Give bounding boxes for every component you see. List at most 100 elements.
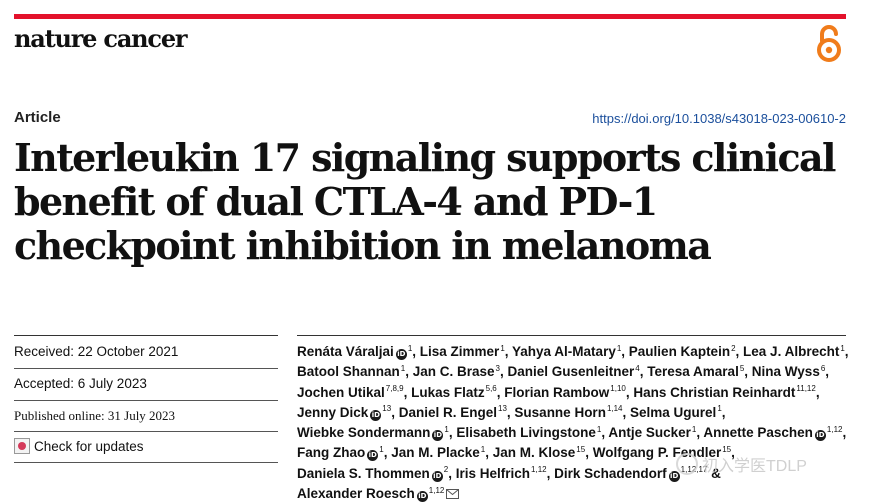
- affiliation-marker: 1: [444, 424, 449, 434]
- author-name[interactable]: Elisabeth Livingstone1: [456, 425, 601, 440]
- author-name-text: Daniel Gusenleitner: [507, 364, 635, 380]
- author-name-text: Susanne Horn: [514, 404, 606, 420]
- orcid-icon[interactable]: iD: [370, 409, 382, 421]
- author-name[interactable]: Jan M. Placke1: [391, 445, 485, 460]
- author-name-text: Lukas Flatz: [411, 384, 485, 400]
- affiliation-marker: 1: [717, 404, 722, 414]
- author-name[interactable]: Daniela S. Thommen iD2: [297, 465, 448, 482]
- author-name[interactable]: Jan M. Klose15: [493, 445, 585, 460]
- check-for-updates-button[interactable]: Check for updates: [14, 438, 144, 454]
- author-name[interactable]: Lea J. Albrecht1: [743, 344, 845, 359]
- author-name-text: Yahya Al-Matary: [512, 344, 616, 359]
- affiliation-marker: 5,6: [485, 384, 497, 394]
- author-name[interactable]: Florian Rambow1,10: [504, 385, 626, 400]
- author-name[interactable]: Lukas Flatz5,6: [411, 385, 497, 400]
- received-date: Received: 22 October 2021: [14, 344, 179, 359]
- author-name[interactable]: Susanne Horn1,14: [514, 405, 622, 420]
- author-name[interactable]: Daniel Gusenleitner4: [508, 364, 640, 379]
- affiliation-marker: 5: [739, 363, 745, 373]
- affiliation-marker: 11,12: [796, 384, 816, 394]
- author-name[interactable]: Daniel R. Engel13: [399, 405, 507, 420]
- affiliation-marker: 3: [495, 363, 500, 373]
- author-name-text: Fang Zhao: [297, 445, 366, 461]
- divider: [297, 335, 846, 336]
- author-name[interactable]: Jochen Utikal7,8,9: [297, 385, 404, 400]
- affiliation-marker: 15: [576, 444, 586, 454]
- affiliation-marker: 15: [722, 444, 732, 454]
- author-name[interactable]: Wolfgang P. Fendler15: [593, 445, 731, 460]
- author-name-text: Jochen Utikal: [297, 384, 385, 400]
- affiliation-marker: 4: [635, 363, 640, 373]
- author-name[interactable]: Antje Sucker1: [608, 425, 696, 440]
- author-name[interactable]: Jenny Dick iD13: [297, 404, 392, 421]
- journal-name[interactable]: nature cancer: [14, 24, 188, 53]
- author-name-text: Jan M. Klose: [492, 445, 576, 461]
- author-name-text: Hans Christian Reinhardt: [633, 384, 796, 400]
- author-name[interactable]: Teresa Amaral5: [647, 364, 744, 379]
- author-name[interactable]: Lisa Zimmer1: [420, 344, 505, 359]
- author-name-text: Batool Shannan: [297, 364, 400, 380]
- affiliation-marker: 1: [480, 444, 486, 454]
- affiliation-marker: 1: [691, 424, 697, 434]
- divider: [14, 400, 278, 401]
- email-icon[interactable]: [446, 489, 460, 500]
- affiliation-marker: 13: [382, 404, 392, 414]
- divider: [14, 431, 278, 432]
- open-access-lock-icon: [817, 25, 841, 62]
- journal-header-rule: [14, 14, 846, 19]
- author-name[interactable]: Wiebke Sondermann iD1: [297, 424, 449, 442]
- author-name[interactable]: Yahya Al-Matary1: [512, 344, 621, 359]
- author-name-text: Daniel R. Engel: [398, 404, 497, 420]
- author-name-text: Teresa Amaral: [647, 364, 739, 380]
- author-name-text: Annette Paschen: [703, 425, 813, 441]
- orcid-icon[interactable]: iD: [814, 430, 826, 442]
- affiliation-marker: 1: [379, 444, 384, 454]
- author-name-text: Nina Wyss: [751, 364, 820, 380]
- orcid-icon[interactable]: iD: [432, 430, 444, 442]
- affiliation-marker: 13: [498, 404, 507, 414]
- published-date: Published online: 31 July 2023: [14, 408, 176, 423]
- author-name[interactable]: Iris Helfrich1,12: [456, 466, 547, 481]
- divider: [14, 462, 278, 463]
- orcid-icon[interactable]: iD: [367, 450, 379, 462]
- affiliation-marker: 2: [731, 343, 736, 353]
- author-name-text: Jenny Dick: [297, 404, 369, 420]
- author-list: Renáta Váraljai iD1, Lisa Zimmer1, Yahya …: [297, 343, 849, 503]
- affiliation-marker: 1: [407, 343, 413, 353]
- author-name-text: Selma Ugurel: [630, 404, 717, 420]
- divider: [14, 368, 278, 369]
- author-name[interactable]: Paulien Kaptein2: [629, 344, 736, 359]
- author-name[interactable]: Hans Christian Reinhardt11,12: [633, 385, 815, 400]
- author-name-text: Daniela S. Thommen: [297, 465, 430, 481]
- author-name-text: Alexander Roesch: [297, 486, 415, 502]
- article-title: Interleukin 17 signaling supports clinic…: [14, 135, 836, 268]
- author-name[interactable]: Selma Ugurel1: [630, 405, 722, 420]
- orcid-icon[interactable]: iD: [668, 470, 680, 482]
- affiliation-marker: 1: [500, 343, 505, 353]
- orcid-icon[interactable]: iD: [395, 349, 407, 360]
- affiliation-marker: 1,12: [826, 424, 843, 434]
- author-name[interactable]: Nina Wyss6: [752, 364, 825, 379]
- author-name[interactable]: Renáta Váraljai iD1: [297, 343, 413, 360]
- author-name[interactable]: Jan C. Brase3: [413, 364, 500, 379]
- author-name-text: Iris Helfrich: [455, 465, 531, 481]
- author-name[interactable]: Batool Shannan1: [297, 364, 405, 379]
- author-name[interactable]: Annette Paschen iD1,12: [703, 424, 843, 442]
- article-type: Article: [14, 109, 61, 126]
- affiliation-marker: 1: [840, 343, 845, 353]
- affiliation-marker: 1,12: [428, 485, 445, 495]
- doi-link[interactable]: https://doi.org/10.1038/s43018-023-00610…: [592, 111, 846, 126]
- author-name[interactable]: Fang Zhao iD1: [297, 444, 384, 462]
- divider: [14, 335, 278, 336]
- affiliation-marker: 1,10: [610, 384, 626, 394]
- check-for-updates-label: Check for updates: [34, 438, 144, 454]
- author-name[interactable]: Dirk Schadendorf iD1,12,17: [554, 466, 707, 482]
- orcid-icon[interactable]: iD: [416, 491, 428, 503]
- author-name[interactable]: Alexander Roesch iD1,12: [297, 485, 460, 503]
- author-name-text: Florian Rambow: [504, 384, 610, 400]
- affiliation-marker: 1,14: [606, 404, 623, 414]
- author-name-text: Elisabeth Livingstone: [456, 425, 596, 441]
- author-name-text: Lea J. Albrecht: [743, 344, 840, 359]
- orcid-icon[interactable]: iD: [431, 470, 443, 482]
- author-name-text: Wiebke Sondermann: [297, 425, 431, 441]
